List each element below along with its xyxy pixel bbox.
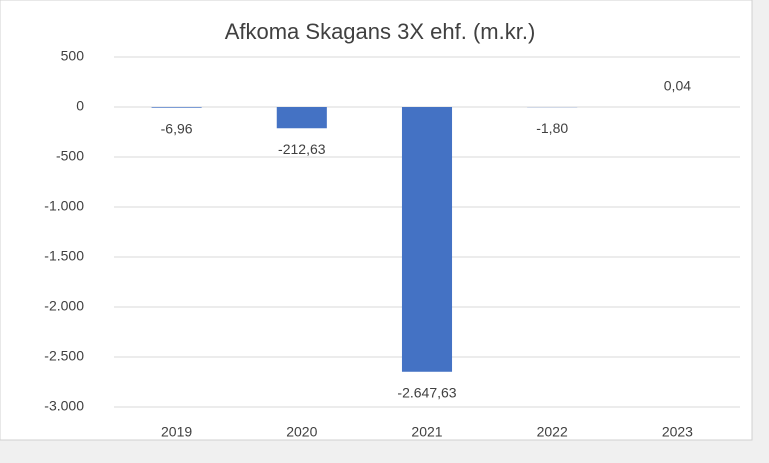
bar (276, 107, 327, 129)
x-tick-label: 2023 (662, 424, 693, 440)
bar (401, 107, 453, 372)
y-tick-label: -3.000 (44, 398, 84, 414)
x-tick-label: 2022 (537, 424, 568, 440)
chart-title: Afkoma Skagans 3X ehf. (m.kr.) (225, 19, 536, 44)
y-tick-label: -2.000 (44, 298, 84, 314)
y-tick-label: -500 (56, 148, 84, 164)
x-tick-label: 2020 (286, 424, 317, 440)
value-label: -212,63 (278, 141, 326, 157)
bar (151, 107, 202, 108)
y-tick-label: 500 (61, 48, 85, 64)
value-label: -1,80 (536, 120, 568, 136)
y-tick-label: -1.500 (44, 248, 84, 264)
y-tick-label: -1.000 (44, 198, 84, 214)
value-label: -2.647,63 (397, 384, 456, 400)
x-tick-label: 2019 (161, 424, 192, 440)
y-tick-label: -2.500 (44, 348, 84, 364)
value-label: -6,96 (161, 120, 193, 136)
y-tick-label: 0 (76, 98, 84, 114)
x-tick-label: 2021 (411, 424, 442, 440)
chart-background (0, 0, 753, 441)
value-label: 0,04 (664, 78, 691, 94)
